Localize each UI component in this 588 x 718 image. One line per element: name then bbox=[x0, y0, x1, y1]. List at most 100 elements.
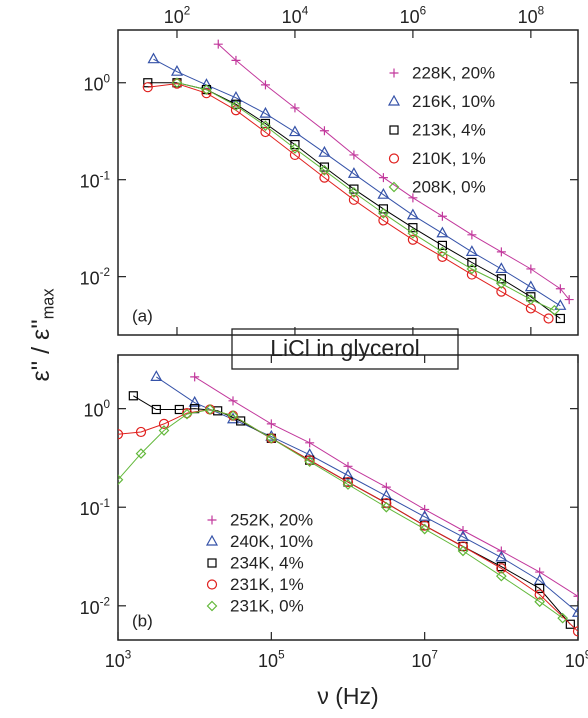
marker bbox=[305, 438, 315, 448]
marker bbox=[201, 84, 212, 95]
marker bbox=[289, 143, 301, 154]
marker bbox=[228, 396, 238, 406]
x-tick-label: 104 bbox=[282, 5, 309, 27]
marker bbox=[534, 589, 545, 600]
legend-marker bbox=[389, 125, 399, 135]
x-tick-label: 106 bbox=[400, 5, 427, 27]
marker bbox=[467, 257, 477, 268]
marker bbox=[495, 262, 508, 274]
marker bbox=[573, 591, 578, 601]
marker bbox=[303, 448, 316, 459]
marker bbox=[319, 172, 330, 183]
marker bbox=[188, 395, 201, 407]
marker bbox=[526, 292, 536, 302]
marker bbox=[288, 125, 301, 137]
marker bbox=[549, 304, 560, 316]
marker bbox=[378, 215, 389, 226]
marker bbox=[135, 448, 147, 459]
legend-label: 216K, 10% bbox=[412, 92, 495, 111]
marker bbox=[118, 429, 124, 440]
marker bbox=[571, 606, 578, 617]
series-line bbox=[118, 408, 563, 619]
panel-label: (b) bbox=[132, 611, 153, 630]
marker bbox=[204, 404, 216, 415]
marker bbox=[290, 103, 300, 113]
marker bbox=[407, 234, 418, 245]
marker bbox=[304, 456, 316, 467]
marker bbox=[142, 82, 153, 93]
x-tick-label: 109 bbox=[565, 649, 588, 671]
legend-marker bbox=[205, 534, 219, 546]
marker bbox=[572, 626, 578, 637]
chart-title: LiCl in glycerol bbox=[270, 335, 420, 361]
x-axis-label: ν (Hz) bbox=[317, 683, 378, 709]
marker bbox=[158, 425, 170, 436]
marker bbox=[418, 510, 431, 521]
plot-area bbox=[142, 39, 574, 324]
marker bbox=[496, 278, 507, 289]
y-tick-label: 100 bbox=[83, 72, 110, 94]
marker bbox=[525, 294, 537, 305]
marker bbox=[158, 418, 170, 430]
legend-label: 208K, 0% bbox=[412, 177, 486, 196]
marker bbox=[201, 88, 212, 99]
marker bbox=[231, 99, 241, 109]
marker bbox=[318, 145, 331, 157]
marker bbox=[495, 550, 508, 562]
marker bbox=[128, 391, 138, 401]
x-tick-label: 102 bbox=[164, 5, 191, 27]
marker bbox=[236, 416, 246, 426]
marker bbox=[190, 372, 200, 382]
x-tick-label: 108 bbox=[518, 5, 545, 27]
marker bbox=[378, 207, 389, 219]
y-tick-label: 10-1 bbox=[80, 497, 110, 519]
x-tick-label: 107 bbox=[411, 649, 438, 671]
marker bbox=[151, 404, 161, 415]
marker bbox=[565, 619, 575, 629]
marker bbox=[231, 55, 241, 65]
marker bbox=[554, 299, 567, 310]
marker bbox=[342, 479, 354, 490]
legend-label: 231K, 0% bbox=[230, 596, 304, 615]
legend-marker bbox=[388, 153, 400, 164]
marker bbox=[436, 226, 449, 238]
marker bbox=[495, 570, 507, 582]
marker bbox=[466, 263, 478, 275]
marker bbox=[289, 149, 301, 161]
marker bbox=[524, 280, 537, 292]
marker bbox=[171, 77, 183, 89]
series-line bbox=[156, 376, 578, 614]
legend-marker bbox=[207, 558, 217, 568]
series-line bbox=[133, 395, 571, 625]
marker bbox=[347, 167, 360, 178]
series-line bbox=[153, 58, 561, 307]
marker bbox=[213, 39, 223, 49]
marker bbox=[341, 468, 355, 480]
legend-label: 234K, 4% bbox=[230, 553, 304, 572]
legend-label: 231K, 1% bbox=[230, 575, 304, 594]
marker bbox=[118, 474, 124, 486]
marker bbox=[319, 126, 329, 136]
marker bbox=[260, 120, 271, 132]
series-line bbox=[147, 83, 549, 319]
marker bbox=[457, 545, 469, 557]
legend-label: 210K, 1% bbox=[412, 149, 486, 168]
marker bbox=[304, 455, 315, 466]
marker bbox=[555, 313, 565, 324]
marker bbox=[420, 504, 430, 514]
marker bbox=[534, 596, 546, 608]
legend-marker bbox=[206, 600, 218, 612]
marker bbox=[406, 208, 419, 220]
marker bbox=[496, 247, 506, 257]
marker bbox=[259, 106, 272, 118]
marker bbox=[437, 211, 447, 221]
marker bbox=[408, 193, 418, 203]
marker bbox=[319, 164, 330, 176]
marker bbox=[266, 419, 276, 429]
marker bbox=[230, 100, 242, 112]
marker bbox=[380, 501, 392, 513]
marker bbox=[467, 230, 477, 240]
marker bbox=[526, 264, 536, 274]
marker bbox=[181, 408, 193, 420]
